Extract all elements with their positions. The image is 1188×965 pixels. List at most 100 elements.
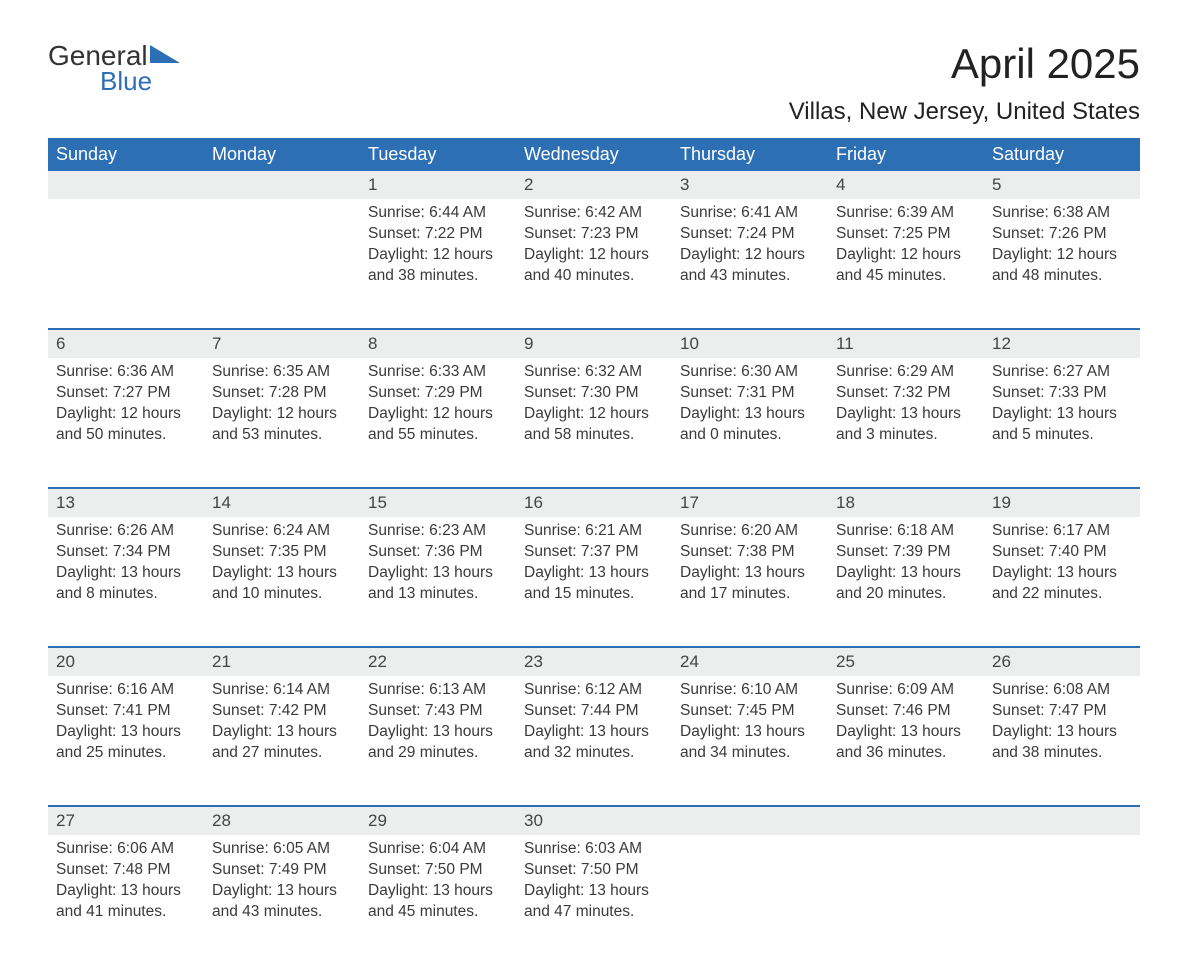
day-number-cell: 20 [48, 647, 204, 676]
daylight-line-2: and 17 minutes. [680, 584, 820, 605]
day-number-cell [984, 806, 1140, 835]
sunrise-line: Sunrise: 6:10 AM [680, 680, 820, 701]
day-number-cell: 6 [48, 329, 204, 358]
daylight-line-2: and 29 minutes. [368, 743, 508, 764]
daylight-line-2: and 45 minutes. [836, 266, 976, 287]
sunset-line: Sunset: 7:37 PM [524, 542, 664, 563]
daylight-line-2: and 48 minutes. [992, 266, 1132, 287]
sunrise-line: Sunrise: 6:20 AM [680, 521, 820, 542]
sunset-line: Sunset: 7:45 PM [680, 701, 820, 722]
daylight-line-2: and 38 minutes. [992, 743, 1132, 764]
day-number-cell: 13 [48, 488, 204, 517]
daylight-line-2: and 15 minutes. [524, 584, 664, 605]
day-number-cell: 23 [516, 647, 672, 676]
day-body-cell: Sunrise: 6:17 AMSunset: 7:40 PMDaylight:… [984, 517, 1140, 647]
sunset-line: Sunset: 7:30 PM [524, 383, 664, 404]
weekday-header: Friday [828, 138, 984, 171]
sunrise-line: Sunrise: 6:24 AM [212, 521, 352, 542]
weekday-header: Sunday [48, 138, 204, 171]
sunset-line: Sunset: 7:22 PM [368, 224, 508, 245]
sunrise-line: Sunrise: 6:04 AM [368, 839, 508, 860]
daylight-line-1: Daylight: 13 hours [368, 881, 508, 902]
day-number-cell: 4 [828, 171, 984, 199]
day-body-cell: Sunrise: 6:38 AMSunset: 7:26 PMDaylight:… [984, 199, 1140, 329]
sunset-line: Sunset: 7:26 PM [992, 224, 1132, 245]
day-body-cell: Sunrise: 6:18 AMSunset: 7:39 PMDaylight:… [828, 517, 984, 647]
daylight-line-1: Daylight: 13 hours [992, 563, 1132, 584]
day-body-row: Sunrise: 6:06 AMSunset: 7:48 PMDaylight:… [48, 835, 1140, 965]
day-body-cell [204, 199, 360, 329]
day-number-cell: 11 [828, 329, 984, 358]
sunset-line: Sunset: 7:50 PM [524, 860, 664, 881]
sunrise-line: Sunrise: 6:06 AM [56, 839, 196, 860]
sunrise-line: Sunrise: 6:21 AM [524, 521, 664, 542]
day-number-cell: 18 [828, 488, 984, 517]
sunset-line: Sunset: 7:38 PM [680, 542, 820, 563]
daylight-line-2: and 3 minutes. [836, 425, 976, 446]
sunset-line: Sunset: 7:33 PM [992, 383, 1132, 404]
daylight-line-1: Daylight: 13 hours [56, 881, 196, 902]
daylight-line-2: and 38 minutes. [368, 266, 508, 287]
day-number-row: 6789101112 [48, 329, 1140, 358]
weekday-header: Thursday [672, 138, 828, 171]
daylight-line-1: Daylight: 13 hours [992, 404, 1132, 425]
sunrise-line: Sunrise: 6:33 AM [368, 362, 508, 383]
sunrise-line: Sunrise: 6:39 AM [836, 203, 976, 224]
day-number-cell: 21 [204, 647, 360, 676]
sunset-line: Sunset: 7:35 PM [212, 542, 352, 563]
day-number-row: 27282930 [48, 806, 1140, 835]
sunset-line: Sunset: 7:27 PM [56, 383, 196, 404]
daylight-line-1: Daylight: 12 hours [680, 245, 820, 266]
sunset-line: Sunset: 7:29 PM [368, 383, 508, 404]
daylight-line-1: Daylight: 13 hours [680, 563, 820, 584]
day-number-cell: 9 [516, 329, 672, 358]
daylight-line-1: Daylight: 13 hours [368, 563, 508, 584]
sunrise-line: Sunrise: 6:14 AM [212, 680, 352, 701]
day-body-cell: Sunrise: 6:30 AMSunset: 7:31 PMDaylight:… [672, 358, 828, 488]
sunset-line: Sunset: 7:44 PM [524, 701, 664, 722]
sunrise-line: Sunrise: 6:18 AM [836, 521, 976, 542]
day-body-cell: Sunrise: 6:04 AMSunset: 7:50 PMDaylight:… [360, 835, 516, 965]
sunrise-line: Sunrise: 6:30 AM [680, 362, 820, 383]
day-body-row: Sunrise: 6:16 AMSunset: 7:41 PMDaylight:… [48, 676, 1140, 806]
daylight-line-2: and 50 minutes. [56, 425, 196, 446]
sunrise-line: Sunrise: 6:41 AM [680, 203, 820, 224]
day-body-cell: Sunrise: 6:42 AMSunset: 7:23 PMDaylight:… [516, 199, 672, 329]
sunrise-line: Sunrise: 6:26 AM [56, 521, 196, 542]
day-number-cell [204, 171, 360, 199]
page-header: General Blue April 2025 Villas, New Jers… [48, 40, 1140, 126]
day-body-cell: Sunrise: 6:13 AMSunset: 7:43 PMDaylight:… [360, 676, 516, 806]
sunset-line: Sunset: 7:28 PM [212, 383, 352, 404]
daylight-line-2: and 47 minutes. [524, 902, 664, 923]
sunrise-line: Sunrise: 6:29 AM [836, 362, 976, 383]
daylight-line-2: and 58 minutes. [524, 425, 664, 446]
day-body-cell: Sunrise: 6:16 AMSunset: 7:41 PMDaylight:… [48, 676, 204, 806]
daylight-line-1: Daylight: 13 hours [524, 722, 664, 743]
day-number-cell: 19 [984, 488, 1140, 517]
sunrise-line: Sunrise: 6:17 AM [992, 521, 1132, 542]
sunset-line: Sunset: 7:47 PM [992, 701, 1132, 722]
day-body-cell [828, 835, 984, 965]
sunset-line: Sunset: 7:34 PM [56, 542, 196, 563]
day-body-cell: Sunrise: 6:23 AMSunset: 7:36 PMDaylight:… [360, 517, 516, 647]
daylight-line-2: and 13 minutes. [368, 584, 508, 605]
day-body-cell: Sunrise: 6:21 AMSunset: 7:37 PMDaylight:… [516, 517, 672, 647]
day-body-cell [984, 835, 1140, 965]
day-body-cell: Sunrise: 6:39 AMSunset: 7:25 PMDaylight:… [828, 199, 984, 329]
daylight-line-1: Daylight: 12 hours [368, 404, 508, 425]
daylight-line-2: and 55 minutes. [368, 425, 508, 446]
daylight-line-1: Daylight: 13 hours [56, 563, 196, 584]
day-body-cell: Sunrise: 6:09 AMSunset: 7:46 PMDaylight:… [828, 676, 984, 806]
daylight-line-2: and 40 minutes. [524, 266, 664, 287]
sunset-line: Sunset: 7:41 PM [56, 701, 196, 722]
daylight-line-2: and 8 minutes. [56, 584, 196, 605]
day-body-cell: Sunrise: 6:29 AMSunset: 7:32 PMDaylight:… [828, 358, 984, 488]
daylight-line-2: and 22 minutes. [992, 584, 1132, 605]
weekday-header: Wednesday [516, 138, 672, 171]
day-number-cell: 3 [672, 171, 828, 199]
day-body-cell: Sunrise: 6:12 AMSunset: 7:44 PMDaylight:… [516, 676, 672, 806]
day-body-cell: Sunrise: 6:33 AMSunset: 7:29 PMDaylight:… [360, 358, 516, 488]
daylight-line-2: and 20 minutes. [836, 584, 976, 605]
daylight-line-2: and 45 minutes. [368, 902, 508, 923]
day-body-cell: Sunrise: 6:08 AMSunset: 7:47 PMDaylight:… [984, 676, 1140, 806]
